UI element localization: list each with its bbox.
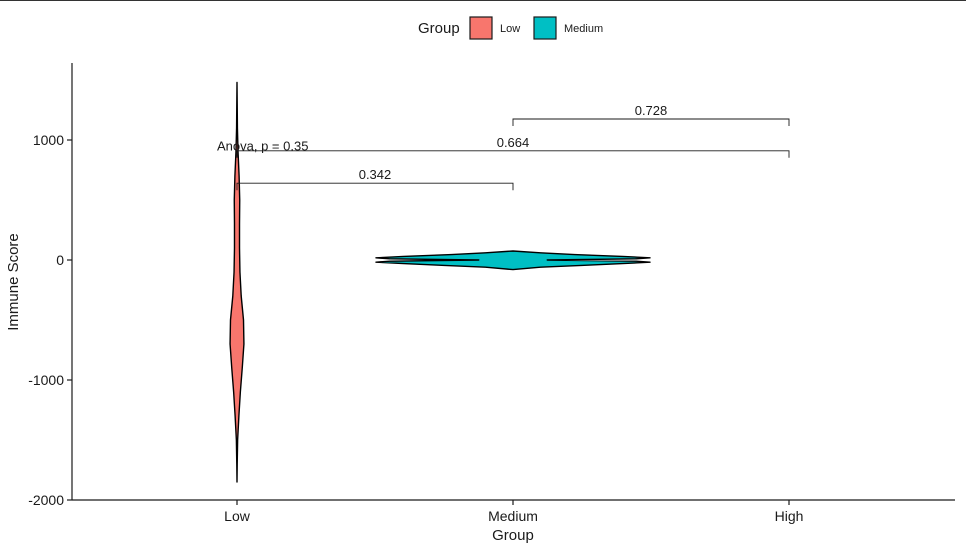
- y-axis-title: Immune Score: [5, 233, 22, 331]
- bracket-low-medium: [236, 182, 514, 191]
- y-tick-label: -2000: [28, 492, 64, 508]
- violins: [229, 81, 651, 483]
- x-tick-label-low: Low: [224, 508, 251, 524]
- p-value-low-high: 0.664: [497, 135, 530, 150]
- x-axis: Low Medium High: [72, 499, 955, 524]
- y-tick-label: 1000: [33, 132, 64, 148]
- legend-swatch-low: [469, 16, 493, 40]
- p-value-medium-high: 0.728: [635, 103, 668, 118]
- bracket-medium-high: [512, 118, 790, 126]
- y-tick-label: -1000: [28, 372, 64, 388]
- violin-medium: [375, 250, 651, 271]
- legend-label-medium: Medium: [564, 23, 603, 35]
- p-value-low-medium: 0.342: [359, 167, 392, 182]
- legend-swatch-medium: [533, 16, 557, 40]
- violin-low: [229, 81, 245, 483]
- legend: Group Low Medium: [418, 16, 603, 40]
- x-tick-label-medium: Medium: [488, 508, 538, 524]
- top-border: [0, 0, 966, 1]
- y-axis: -2000 -1000 0 1000: [28, 63, 73, 508]
- x-tick-label-high: High: [775, 508, 804, 524]
- comparison-brackets: 0.342 0.664 0.728 Anova, p = 0.35: [217, 103, 790, 191]
- x-axis-title: Group: [492, 527, 534, 544]
- bracket-low-high: [236, 150, 790, 158]
- y-tick-label: 0: [56, 252, 64, 268]
- legend-label-low: Low: [500, 23, 520, 35]
- anova-label: Anova, p = 0.35: [217, 139, 308, 154]
- legend-title: Group: [418, 20, 460, 37]
